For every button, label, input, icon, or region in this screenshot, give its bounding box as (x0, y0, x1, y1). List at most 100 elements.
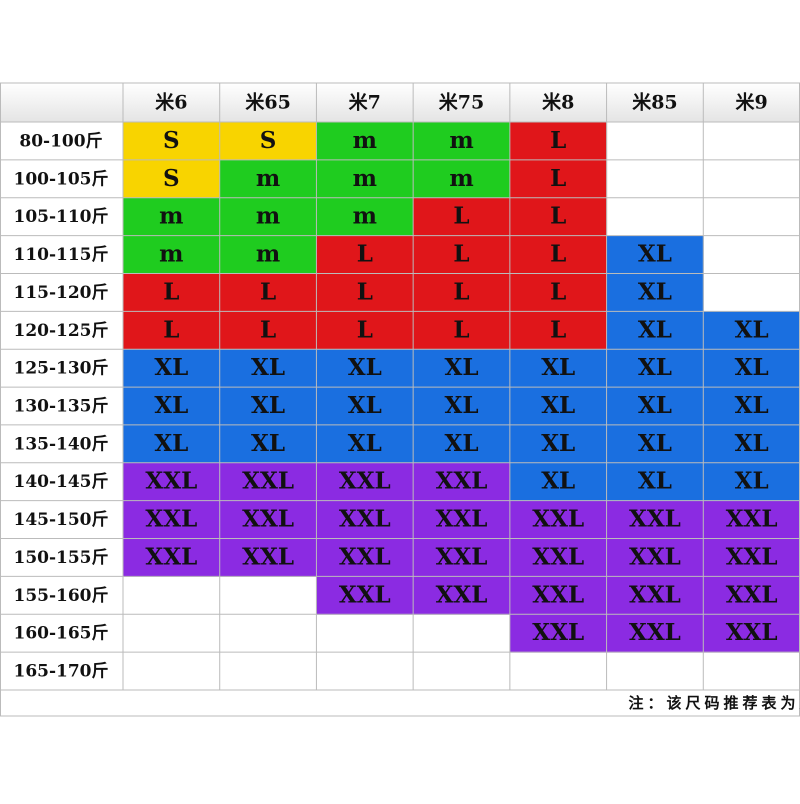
size-label: L (550, 127, 566, 154)
size-label: L (357, 316, 373, 343)
column-header: 米7 (349, 91, 381, 114)
size-label: XL (251, 392, 285, 419)
size-cell (219, 311, 317, 350)
size-label: L (357, 241, 373, 268)
size-label: XL (541, 354, 575, 381)
size-cell (316, 500, 414, 540)
size-label: XL (735, 392, 769, 419)
size-cell (413, 122, 511, 161)
size-label: L (453, 278, 469, 305)
size-cell (606, 387, 704, 426)
size-cell (606, 462, 704, 502)
size-label: XL (541, 468, 575, 495)
row-label: 125-130斤 (13, 359, 108, 379)
size-label: L (550, 278, 566, 305)
size-label: XXL (532, 543, 584, 570)
size-label: XL (348, 430, 382, 457)
row-label: 135-140斤 (13, 434, 108, 454)
size-cell (123, 197, 221, 237)
size-cell (316, 273, 414, 312)
size-label: S (260, 127, 277, 154)
size-label: XL (735, 316, 769, 343)
size-cell (606, 235, 704, 274)
size-label: XXL (532, 581, 584, 608)
size-label: L (260, 316, 276, 343)
size-label: m (353, 165, 377, 192)
size-cell (606, 273, 704, 312)
row-label: 100-105斤 (13, 169, 108, 189)
size-cell (509, 462, 608, 502)
row-label: 110-115斤 (13, 245, 108, 265)
size-label: XL (541, 392, 575, 419)
size-label: L (357, 278, 373, 305)
size-label: XL (348, 392, 382, 419)
size-cell (606, 311, 704, 350)
size-label: XL (154, 430, 188, 457)
size-label: XL (638, 316, 672, 343)
size-cell (606, 614, 704, 653)
size-cell (316, 462, 414, 502)
size-cell (219, 387, 317, 426)
size-cell (219, 500, 317, 540)
size-cell (316, 235, 414, 274)
size-cell (413, 311, 511, 350)
column-header: 米9 (736, 91, 768, 114)
size-label: S (163, 127, 180, 154)
column-header: 米8 (542, 91, 574, 114)
size-cell (509, 235, 608, 274)
size-label: XL (638, 241, 672, 268)
size-label: XXL (532, 619, 584, 646)
size-cell (219, 122, 317, 161)
size-cell (316, 311, 414, 350)
size-cell (509, 197, 608, 237)
size-label: m (449, 165, 473, 192)
size-label: L (550, 203, 566, 230)
size-cell (219, 538, 317, 577)
size-cell (219, 235, 317, 274)
size-label: XXL (629, 581, 681, 608)
size-label: S (163, 165, 180, 192)
size-cell (123, 387, 221, 426)
size-cell (509, 387, 608, 426)
size-cell (703, 576, 800, 615)
size-cell (316, 538, 414, 577)
size-label: XL (444, 354, 478, 381)
size-label: XXL (242, 543, 294, 570)
column-header: 米65 (245, 91, 290, 114)
column-header: 米6 (155, 91, 187, 114)
size-label: XL (638, 354, 672, 381)
size-cell (509, 311, 608, 350)
size-cell (703, 538, 800, 577)
size-cell (413, 462, 511, 502)
size-cell (509, 159, 608, 199)
size-cell (509, 500, 608, 540)
size-label: XL (735, 430, 769, 457)
size-label: m (256, 165, 280, 192)
size-label: L (453, 203, 469, 230)
size-cell (123, 349, 221, 388)
size-cell (413, 500, 511, 540)
size-cell (703, 614, 800, 653)
size-cell (703, 387, 800, 426)
size-cell (413, 273, 511, 312)
size-cell (703, 349, 800, 388)
size-label: XXL (629, 619, 681, 646)
size-cell (316, 122, 414, 161)
size-label: XXL (726, 506, 778, 533)
size-cell (413, 235, 511, 274)
row-label: 165-170斤 (13, 662, 108, 682)
size-cell (123, 311, 221, 350)
size-label: L (453, 241, 469, 268)
size-cell (606, 349, 704, 388)
size-cell (509, 538, 608, 577)
size-label: XXL (145, 543, 197, 570)
size-label: XXL (242, 468, 294, 495)
size-label: XXL (145, 468, 197, 495)
size-label: XL (251, 430, 285, 457)
size-label: L (260, 278, 276, 305)
size-label: m (353, 203, 377, 230)
size-label: XXL (242, 506, 294, 533)
size-cell (316, 159, 414, 199)
size-cell (509, 122, 608, 161)
